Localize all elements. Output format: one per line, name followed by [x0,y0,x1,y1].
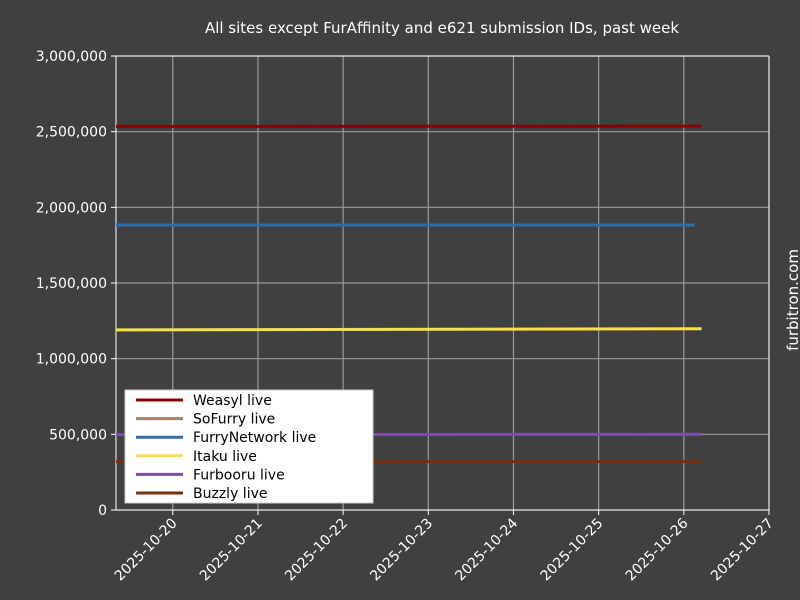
series-line [115,327,702,332]
x-tick-label: 2025-10-26 [623,515,692,584]
y-tick-label: 0 [98,503,107,519]
x-tick-label: 2025-10-23 [367,516,436,585]
legend-label: SoFurry live [193,412,275,428]
y-tick-label: 500,000 [49,427,107,443]
legend-label: Buzzly live [193,486,267,502]
y-tick-label: 2,000,000 [36,200,107,216]
axes: 0 500,000 1,000,000 1,500,000 2,000,000 2,500… [36,49,777,584]
x-tick-label: 2025-10-21 [197,516,266,585]
y-tick-label: 3,000,000 [36,49,107,65]
chart-title: All sites except FurAffinity and e621 su… [205,19,679,37]
y-tick-label: 1,000,000 [36,352,107,368]
y-tick-label: 1,500,000 [36,276,107,292]
legend-label: FurryNetwork live [193,430,316,446]
x-tick-label: 2025-10-20 [112,516,181,585]
legend-label: Furbooru live [193,467,285,483]
x-tick-label: 2025-10-27 [708,516,777,585]
legend: Weasyl live SoFurry live FurryNetwork live… [124,389,374,504]
legend-label: Itaku live [193,449,257,465]
x-tick-label: 2025-10-24 [452,515,521,584]
watermark: furbitron.com [784,249,800,351]
x-tick-label: 2025-10-22 [282,516,351,585]
x-tick-label: 2025-10-25 [538,516,607,585]
legend-label: Weasyl live [193,393,272,409]
y-tick-label: 2,500,000 [36,125,107,141]
legend-box [124,389,374,504]
